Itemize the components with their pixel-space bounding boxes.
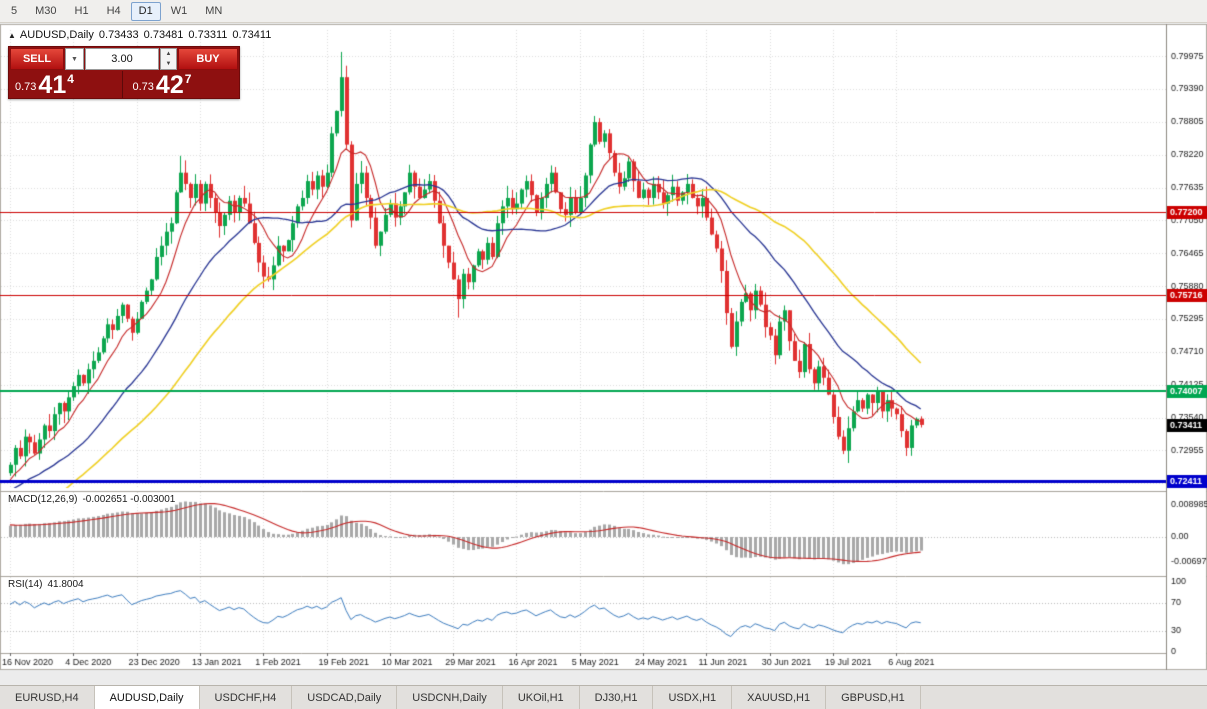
buy-button[interactable]: BUY [178,48,238,70]
one-click-toggle-icon[interactable]: ▲ [8,31,16,40]
timeframe-button-h4[interactable]: H4 [99,2,129,21]
chart-tab-usdchf-h4[interactable]: USDCHF,H4 [200,686,293,709]
buy-price-pip: 7 [184,72,192,86]
rsi-value: 41.8004 [47,579,84,590]
symbol-label: AUDUSD,Daily [19,29,94,41]
close-value: 0.73411 [232,29,272,41]
symbol-ohlc-line: ▲ AUDUSD,Daily 0.73433 0.73481 0.73311 0.7341… [8,29,276,41]
macd-title: MACD(12,26,9) -0.002651 -0.003001 [8,494,175,505]
volume-down-icon[interactable]: ▼ [165,61,172,67]
timeframe-button-m30[interactable]: M30 [27,2,64,21]
timeframe-button-d1[interactable]: D1 [130,1,161,21]
chart-tab-audusd-daily[interactable]: AUDUSD,Daily [94,686,200,709]
timeframe-button-w1[interactable]: W1 [163,2,196,21]
macd-name: MACD(12,26,9) [8,494,78,505]
buy-price-prefix: 0.73 [132,81,154,93]
timeframe-button-h1[interactable]: H1 [67,2,97,21]
rsi-name: RSI(14) [8,579,43,590]
buy-price-quote[interactable]: 0.73 42 7 [121,71,240,99]
chart-tab-xauusd-h1[interactable]: XAUUSD,H1 [732,686,827,709]
chart-tab-usdcad-daily[interactable]: USDCAD,Daily [292,686,398,709]
open-value: 0.73433 [98,29,139,41]
one-click-trading-panel: SELL ▼ ▲ ▼ BUY 0.73 41 4 0.73 42 7 [8,46,240,99]
rsi-title: RSI(14) 41.8004 [8,579,84,590]
symbol-tab-bar: EURUSD,H4 AUDUSD,Daily USDCHF,H4 USDCAD,Dai… [0,685,1207,709]
timeframe-button-mn[interactable]: MN [197,2,230,21]
sell-price-pip: 4 [67,72,74,86]
chevron-down-icon: ▼ [71,55,78,63]
price-axis[interactable] [1166,24,1207,670]
volume-stepper[interactable]: ▲ ▼ [160,48,177,70]
chart-tab-dj30-h1[interactable]: DJ30,H1 [580,686,654,709]
sell-button[interactable]: SELL [10,48,64,70]
low-value: 0.73311 [188,29,228,41]
chart-tab-usdx-h1[interactable]: USDX,H1 [653,686,733,709]
high-value: 0.73481 [143,29,184,41]
chart-tab-usdcnh-daily[interactable]: USDCNH,Daily [397,686,503,709]
time-axis[interactable] [0,653,1166,670]
buy-price-big: 42 [155,71,184,99]
chart-tab-eurusd-h4[interactable]: EURUSD,H4 [0,686,95,709]
sell-price-prefix: 0.73 [15,81,37,93]
sell-price-big: 41 [38,71,67,99]
sell-price-quote[interactable]: 0.73 41 4 [9,71,122,98]
macd-values: -0.002651 -0.003001 [82,494,176,505]
chart-tab-ukoil-h1[interactable]: UKOil,H1 [503,686,580,709]
timeframe-toolbar: 5 M30 H1 H4 D1 W1 MN [0,0,1207,23]
rsi-panel-area[interactable] [0,577,1166,652]
volume-input[interactable] [86,52,158,66]
chart-tab-gbpusd-h1[interactable]: GBPUSD,H1 [826,686,921,709]
volume-dropdown-button[interactable]: ▼ [65,48,84,70]
timeframe-button-5[interactable]: 5 [3,2,25,21]
volume-up-icon[interactable]: ▲ [165,51,172,57]
